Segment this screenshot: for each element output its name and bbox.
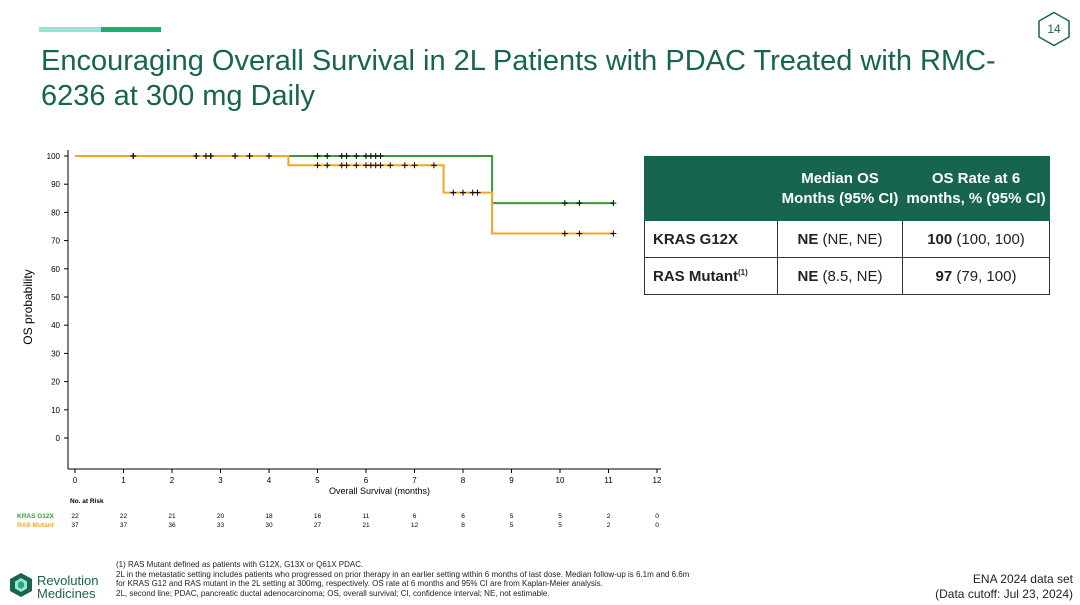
x-tick-label: 0 [73,476,78,485]
at-risk-value: 22 [120,513,128,520]
os-summary-table: Median OS Months (95% CI) OS Rate at 6 m… [644,156,1050,295]
at-risk-value: 6 [461,513,465,520]
revolution-medicines-logo-icon [10,573,32,597]
x-tick-label: 11 [604,476,613,485]
table-header-os-rate: OS Rate at 6 months, % (95% CI) [902,156,1050,221]
median-os-cell: NE (8.5, NE) [777,257,903,295]
y-tick-label: 90 [51,180,60,189]
x-tick-label: 4 [267,476,272,485]
footnote: 2L in the metastatic setting includes pa… [116,569,690,579]
at-risk-label: No. at Risk [70,498,104,505]
slide-title: Encouraging Overall Survival in 2L Patie… [41,45,996,112]
at-risk-row-name: KRAS G12X [17,513,55,520]
at-risk-value: 2 [607,513,611,520]
data-source: ENA 2024 data set (Data cutoff: Jul 23, … [935,572,1073,602]
x-tick-label: 6 [364,476,369,485]
table-header-blank [644,156,778,221]
at-risk-value: 30 [265,522,273,529]
at-risk-value: 21 [168,513,176,520]
x-tick-label: 9 [509,476,514,485]
at-risk-value: 37 [71,522,79,529]
at-risk-value: 37 [120,522,128,529]
at-risk-value: 20 [217,513,225,520]
y-tick-label: 100 [47,152,61,161]
y-tick-label: 40 [51,321,60,330]
at-risk-value: 33 [217,522,225,529]
table-row: KRAS G12X NE (NE, NE) 100 (100, 100) [644,220,1050,258]
at-risk-value: 36 [168,522,176,529]
y-tick-label: 50 [51,293,60,302]
series-line-ras-mutant [75,155,614,235]
x-axis-label: Overall Survival (months) [329,486,430,496]
at-risk-value: 12 [411,522,419,529]
at-risk-row-name: RAS Mutant [17,522,55,529]
at-risk-value: 5 [510,522,514,529]
at-risk-value: 0 [655,522,659,529]
y-tick-label: 20 [51,378,60,387]
y-tick-label: 70 [51,237,60,246]
series-line-kras-g12x [75,155,614,205]
page-number: 14 [1047,22,1061,36]
at-risk-value: 5 [558,522,562,529]
x-tick-label: 8 [461,476,466,485]
at-risk-value: 5 [510,513,514,520]
x-tick-label: 7 [412,476,417,485]
logo-text-line1: Revolution [37,573,99,588]
footnote: for KRAS G12 and RAS mutant in the 2L se… [116,579,603,588]
y-tick-label: 10 [51,406,60,415]
row-label: RAS Mutant(1) [644,257,778,295]
accent-bar-light [39,27,101,32]
x-tick-label: 5 [315,476,320,485]
median-os-cell: NE (NE, NE) [777,220,903,258]
y-tick-label: 80 [51,208,60,217]
footnotes: (1) RAS Mutant defined as patients with … [116,560,836,598]
at-risk-value: 16 [314,513,322,520]
y-tick-label: 30 [51,349,60,358]
footnote: (1) RAS Mutant defined as patients with … [116,560,364,569]
logo-text-line2: Medicines [37,586,96,601]
at-risk-value: 22 [71,513,79,520]
y-axis-label: OS probability [21,269,35,344]
at-risk-value: 2 [607,522,611,529]
os-rate-cell: 100 (100, 100) [902,220,1050,258]
hexagon-icon [1038,11,1070,47]
at-risk-value: 8 [461,522,465,529]
y-tick-label: 0 [56,434,61,443]
at-risk-value: 0 [655,513,659,520]
x-tick-label: 3 [218,476,223,485]
y-tick-label: 60 [51,265,60,274]
footnote: 2L, second line; PDAC, pancreatic ductal… [116,588,550,598]
at-risk-value: 5 [558,513,562,520]
data-source-line1: ENA 2024 data set [972,572,1073,586]
at-risk-value: 11 [363,513,370,520]
os-rate-cell: 97 (79, 100) [902,257,1050,295]
at-risk-value: 18 [265,513,273,520]
table-header-median-os: Median OS Months (95% CI) [777,156,903,221]
x-tick-label: 10 [556,476,565,485]
table-row: RAS Mutant(1) NE (8.5, NE) 97 (79, 100) [644,257,1050,295]
x-tick-label: 2 [170,476,175,485]
data-source-line2: (Data cutoff: Jul 23, 2024) [935,587,1073,601]
x-tick-label: 1 [121,476,126,485]
accent-bar-dark [101,27,161,32]
at-risk-value: 27 [314,522,322,529]
at-risk-value: 6 [413,513,417,520]
x-tick-label: 12 [653,476,662,485]
row-label: KRAS G12X [644,220,778,258]
company-logo: Revolution Medicines [8,570,118,602]
page-number-badge: 14 [1036,11,1072,47]
at-risk-value: 21 [362,522,370,529]
